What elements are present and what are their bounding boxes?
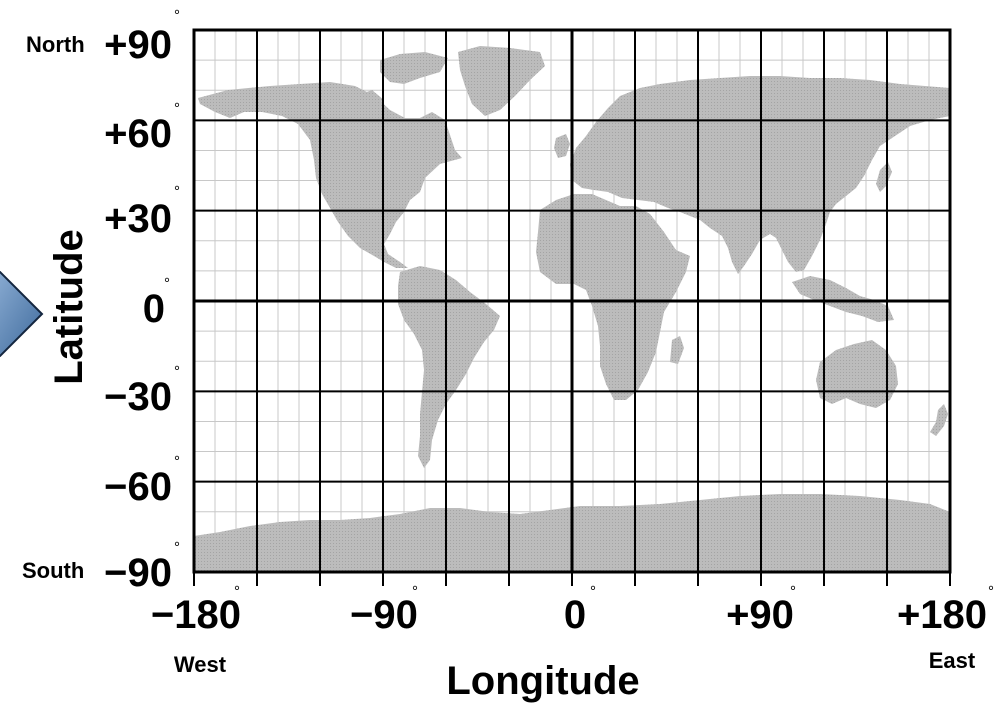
- lat-tick-90n: +90: [104, 23, 172, 67]
- islands-southeast-asia: [792, 276, 894, 322]
- longitude-ticks: −180 ° −90 ° 0 ° +90 ° +180 °: [151, 583, 994, 637]
- continent-africa: [536, 194, 690, 400]
- island-new-zealand: [930, 404, 948, 436]
- lon-tick-180e: +180: [897, 593, 987, 637]
- lat-tick-90s: −90: [104, 551, 172, 595]
- lon-tick-180w: −180: [151, 593, 241, 637]
- continent-south-america: [398, 266, 500, 468]
- west-label: West: [174, 652, 227, 677]
- lat-tick-60s: −60: [104, 465, 172, 509]
- south-label: South: [22, 558, 84, 583]
- north-label: North: [26, 32, 85, 57]
- lon-tick-0: 0: [564, 593, 586, 637]
- islands-canadian-arctic: [356, 52, 448, 108]
- deg-lat-60s: °: [174, 453, 180, 470]
- east-label: East: [929, 648, 976, 673]
- chevron-right-icon[interactable]: [0, 271, 44, 357]
- lat-tick-60n: +60: [104, 112, 172, 156]
- nav-arrow[interactable]: [0, 271, 44, 357]
- deg-lon-90w: °: [412, 583, 418, 600]
- lat-tick-0: 0: [143, 287, 165, 331]
- deg-lon-90e: °: [790, 583, 796, 600]
- deg-lat-30n: °: [174, 183, 180, 200]
- deg-lon-0: °: [590, 583, 596, 600]
- island-british-isles: [554, 134, 570, 158]
- continent-north-america: [198, 82, 462, 268]
- deg-lat-90n: °: [174, 7, 180, 24]
- deg-lat-90s: °: [174, 539, 180, 556]
- deg-lon-180w: °: [234, 583, 240, 600]
- deg-lon-180e: °: [988, 583, 994, 600]
- deg-lat-60n: °: [174, 100, 180, 117]
- island-madagascar: [670, 336, 684, 364]
- lon-tick-90w: −90: [350, 593, 418, 637]
- latitude-ticks: North +90 ° +60 ° +30 ° 0 ° −30 ° −60 ° …: [22, 7, 180, 595]
- lon-tick-90e: +90: [726, 593, 794, 637]
- deg-lat-0: °: [164, 275, 170, 292]
- deg-lat-30s: °: [174, 363, 180, 380]
- lat-tick-30s: −30: [104, 375, 172, 419]
- island-greenland: [458, 46, 545, 116]
- longitude-axis-title: Longitude: [446, 659, 639, 703]
- longitude-tick-marks: [193, 572, 951, 586]
- latitude-axis-title: Latitude: [47, 229, 91, 385]
- lat-tick-30n: +30: [104, 197, 172, 241]
